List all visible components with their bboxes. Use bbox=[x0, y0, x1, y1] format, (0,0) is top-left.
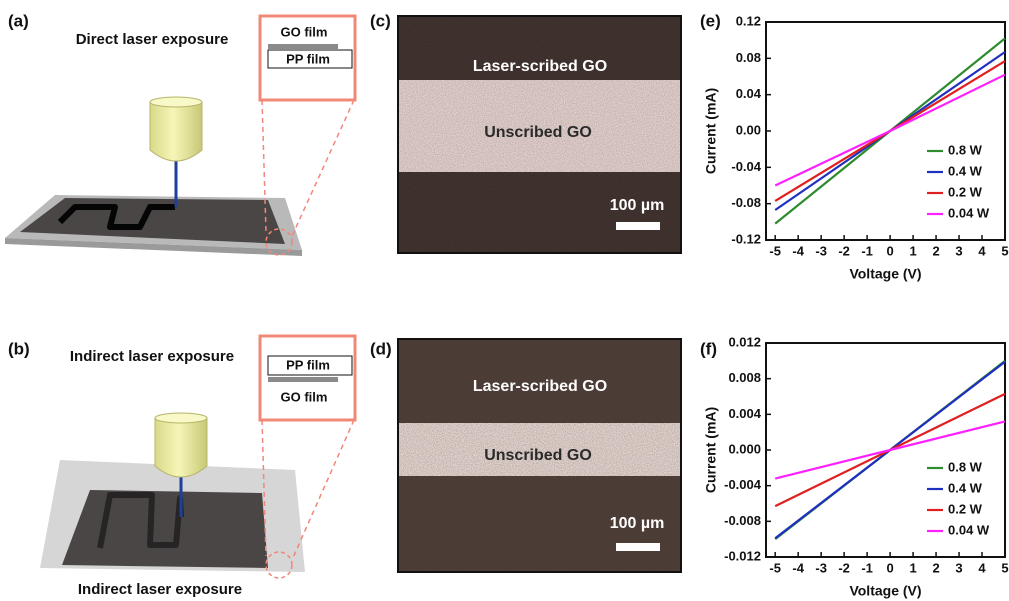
laser-head bbox=[150, 102, 202, 161]
zoom-line bbox=[292, 100, 354, 236]
x-axis-title: Voltage (V) bbox=[849, 266, 921, 282]
panel-label: (b) bbox=[8, 339, 30, 358]
go-film bbox=[62, 490, 268, 568]
y-axis-title: Current (mA) bbox=[703, 88, 719, 174]
y-tick-label: -0.12 bbox=[731, 231, 761, 246]
figure: (a) Direct laser exposure GO film PP fil… bbox=[0, 0, 1009, 601]
caption: Direct laser exposure bbox=[76, 31, 229, 48]
region-label: Unscribed GO bbox=[484, 447, 592, 464]
y-tick-label: 0.04 bbox=[736, 86, 762, 101]
x-tick-label: -1 bbox=[861, 243, 873, 258]
y-tick-label: -0.08 bbox=[731, 195, 761, 210]
scale-label: 100 µm bbox=[610, 197, 665, 214]
inset-label: GO film bbox=[281, 389, 328, 404]
legend-label: 0.2 W bbox=[948, 501, 983, 516]
region-label: Laser-scribed GO bbox=[473, 58, 607, 75]
inset-label: PP film bbox=[286, 51, 330, 66]
x-tick-label: -3 bbox=[815, 560, 827, 575]
region-label: Laser-scribed GO bbox=[473, 378, 607, 395]
x-tick-label: 0 bbox=[886, 560, 893, 575]
x-tick-label: -1 bbox=[861, 560, 873, 575]
y-tick-label: -0.04 bbox=[731, 159, 761, 174]
scale-bar bbox=[616, 543, 660, 551]
inset-label: PP film bbox=[286, 357, 330, 372]
x-tick-label: -4 bbox=[792, 560, 804, 575]
laser-head bbox=[155, 418, 207, 477]
x-tick-label: 2 bbox=[932, 560, 939, 575]
x-tick-label: -2 bbox=[838, 243, 850, 258]
y-tick-label: -0.012 bbox=[724, 548, 761, 563]
y-tick-label: -0.004 bbox=[724, 477, 762, 492]
chart-title: (f) bbox=[700, 339, 717, 358]
x-tick-label: 4 bbox=[978, 243, 986, 258]
go-layer bbox=[268, 377, 338, 382]
x-axis-title: Voltage (V) bbox=[849, 583, 921, 599]
caption: Indirect laser exposure bbox=[70, 348, 234, 365]
x-tick-label: 3 bbox=[955, 243, 962, 258]
laser-top bbox=[150, 97, 202, 107]
region-label: Unscribed GO bbox=[484, 124, 592, 141]
legend-label: 0.04 W bbox=[948, 205, 990, 220]
legend-label: 0.8 W bbox=[948, 142, 983, 157]
legend-label: 0.8 W bbox=[948, 459, 983, 474]
x-tick-label: -2 bbox=[838, 560, 850, 575]
x-tick-label: 5 bbox=[1001, 560, 1008, 575]
y-tick-label: 0.000 bbox=[728, 441, 761, 456]
y-tick-label: 0.00 bbox=[736, 122, 761, 137]
panel-d: (d) Laser-scribed GO Unscribed GO 100 µm bbox=[370, 339, 681, 572]
laser-top bbox=[155, 413, 207, 423]
chart: (e) -0.12 -0.08 -0.04 0.00 0.04 0.08 0.12 -5 -4 -3… bbox=[700, 11, 1009, 281]
chart: (f) -0.012 -0.008 -0.004 0.000 0.004 0.008 0.01… bbox=[700, 334, 1009, 598]
legend-label: 0.2 W bbox=[948, 184, 983, 199]
inset-label: GO film bbox=[281, 24, 328, 39]
x-tick-label: 1 bbox=[909, 560, 916, 575]
x-tick-label: 2 bbox=[932, 243, 939, 258]
panel-label: (c) bbox=[370, 11, 391, 30]
y-tick-label: 0.008 bbox=[728, 370, 761, 385]
panel-label: (a) bbox=[8, 11, 29, 30]
panel-a: (a) Direct laser exposure GO film PP fil… bbox=[5, 11, 355, 256]
x-tick-label: 5 bbox=[1001, 243, 1008, 258]
x-tick-label: -4 bbox=[792, 243, 804, 258]
y-tick-label: 0.12 bbox=[736, 13, 761, 28]
x-tick-label: -5 bbox=[769, 560, 781, 575]
go-layer bbox=[268, 44, 338, 49]
x-tick-label: -3 bbox=[815, 243, 827, 258]
panel-b: (b) Indirect laser exposure PP film GO f… bbox=[8, 336, 355, 598]
scale-label: 100 µm bbox=[610, 515, 665, 532]
legend-label: 0.04 W bbox=[948, 522, 990, 537]
legend-label: 0.4 W bbox=[948, 480, 983, 495]
chart-title: (e) bbox=[700, 11, 721, 30]
footer-caption: Indirect laser exposure bbox=[78, 581, 242, 598]
y-tick-label: -0.008 bbox=[724, 513, 761, 528]
x-tick-label: 3 bbox=[955, 560, 962, 575]
legend-label: 0.4 W bbox=[948, 163, 983, 178]
y-tick-label: 0.004 bbox=[728, 406, 761, 421]
y-tick-label: 0.012 bbox=[728, 334, 761, 349]
x-tick-label: -5 bbox=[769, 243, 781, 258]
x-tick-label: 1 bbox=[909, 243, 916, 258]
x-tick-label: 4 bbox=[978, 560, 986, 575]
y-axis-title: Current (mA) bbox=[703, 407, 719, 493]
y-tick-label: 0.08 bbox=[736, 50, 761, 65]
x-tick-label: 0 bbox=[886, 243, 893, 258]
panel-c: (c) Laser-scribed GO Unscribed GO 100 µm bbox=[370, 11, 681, 253]
zoom-line bbox=[292, 420, 354, 560]
panel-label: (d) bbox=[370, 339, 392, 358]
scale-bar bbox=[616, 222, 660, 230]
